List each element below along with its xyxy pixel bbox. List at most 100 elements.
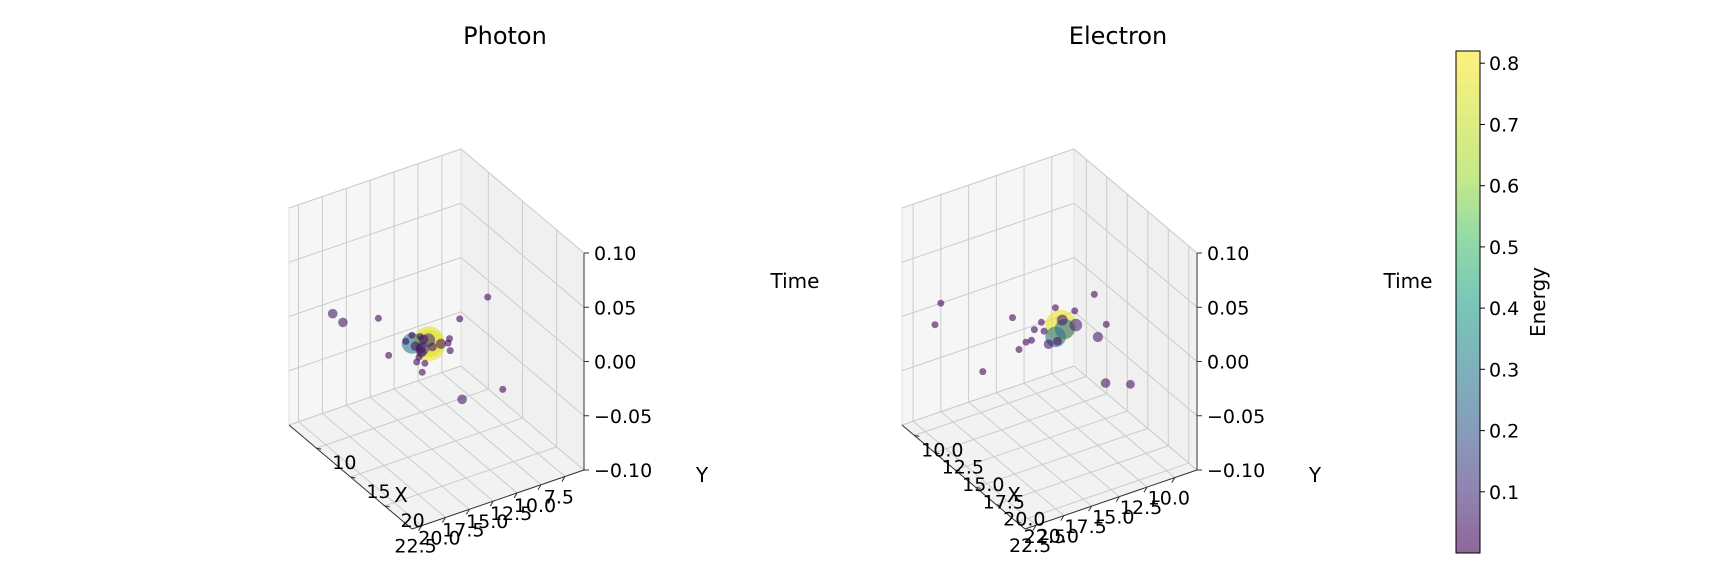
photon-3d-axes: Photon 7.510.012.515.017.520.022.5 10 15 2… xyxy=(288,22,820,558)
scatter-point xyxy=(1053,336,1062,346)
scatter-point xyxy=(1022,338,1030,346)
y-tick-label: 17.5 xyxy=(983,491,1025,513)
scatter-point xyxy=(1126,379,1135,389)
x-axis-label: X xyxy=(394,483,408,507)
colorbar-tick-label: 0.1 xyxy=(1489,482,1519,504)
scatter-point xyxy=(1069,318,1083,332)
z-tick-labels: −0.10 −0.05 0.00 0.05 0.10 xyxy=(594,243,652,482)
scatter-points xyxy=(931,290,1135,389)
x-tick-label: 15.0 xyxy=(1092,507,1134,529)
scatter-point xyxy=(338,317,348,328)
colorbar-tick-label: 0.7 xyxy=(1489,115,1519,137)
scatter-point xyxy=(446,335,453,343)
z-tick-label: −0.05 xyxy=(594,406,652,428)
y-tick-label: 12.5 xyxy=(942,457,984,479)
y-tick-label: 20 xyxy=(401,510,425,532)
scatter-point xyxy=(408,331,416,339)
panel-title: Electron xyxy=(1069,22,1167,50)
scatter-point xyxy=(1037,318,1045,326)
scatter-point xyxy=(428,342,437,352)
colorbar-tick-label: 0.8 xyxy=(1489,53,1519,75)
scatter-point xyxy=(402,337,410,345)
y-tick-label: 10.0 xyxy=(921,439,963,461)
scatter-point xyxy=(1015,346,1023,353)
x-tick-label: 10.0 xyxy=(514,495,556,517)
colorbar-tick-label: 0.2 xyxy=(1489,421,1519,443)
scatter-point xyxy=(418,368,426,376)
y-tick-label: 15 xyxy=(366,481,390,503)
z-tick-label: −0.05 xyxy=(1207,406,1265,428)
scatter-point xyxy=(327,308,338,319)
y-tick-label: 10 xyxy=(332,452,356,474)
scatter-point xyxy=(385,351,393,359)
x-tick-labels: 7.510.012.515.017.520.022.5 xyxy=(394,487,574,558)
z-axis-label: Time xyxy=(770,269,820,293)
panel-title: Photon xyxy=(463,22,547,50)
z-tick-label: −0.10 xyxy=(1207,460,1265,482)
x-tick-label: 17.5 xyxy=(442,519,484,541)
axes-panes xyxy=(901,147,1202,531)
scatter-point xyxy=(457,394,467,405)
scatter-point xyxy=(1071,307,1079,315)
scatter-point xyxy=(979,368,987,376)
x-tick-label: 17.5 xyxy=(1064,516,1106,538)
colorbar-tick-label: 0.5 xyxy=(1489,237,1519,259)
z-tick-label: 0.05 xyxy=(1207,297,1249,319)
scatter-point xyxy=(1056,314,1068,326)
scatter-point xyxy=(937,299,945,307)
scatter-point xyxy=(410,341,421,352)
scatter-point xyxy=(1092,331,1103,343)
colorbar-ticks: 0.1 0.2 0.3 0.4 0.5 0.6 0.7 0.8 xyxy=(1480,53,1519,504)
x-tick-label: 10.0 xyxy=(1148,488,1190,510)
x-axis-label: X xyxy=(1007,483,1021,507)
scatter-point xyxy=(1090,290,1098,298)
scatter-point xyxy=(1030,326,1038,334)
colorbar: 0.1 0.2 0.3 0.4 0.5 0.6 0.7 0.8 Energy xyxy=(1455,50,1550,554)
colorbar-gradient xyxy=(1455,50,1481,554)
scatter-point xyxy=(456,315,464,323)
y-axis-label: Y xyxy=(1308,463,1322,487)
colorbar-tick-label: 0.6 xyxy=(1489,176,1519,198)
y-axis-label: Y xyxy=(695,463,709,487)
x-tick-label: 12.5 xyxy=(1120,497,1162,519)
scatter-point xyxy=(499,385,507,393)
z-tick-label: 0.00 xyxy=(1207,352,1249,374)
z-tick-label: 0.10 xyxy=(1207,243,1249,265)
y-tick-label: 15.0 xyxy=(962,474,1004,496)
z-tick-label: −0.10 xyxy=(594,460,652,482)
scatter-point xyxy=(374,314,382,322)
x-tick-label: 7.5 xyxy=(544,487,574,509)
scatter-point xyxy=(1043,339,1054,350)
colorbar-label: Energy xyxy=(1526,267,1550,337)
y-tick-label: 20.0 xyxy=(1003,509,1045,531)
z-tick-label: 0.10 xyxy=(594,243,636,265)
x-tick-label: 15.0 xyxy=(466,511,508,533)
electron-3d-axes: Electron 10.012.515.017.520.022.5 10.012… xyxy=(901,22,1433,558)
scatter-point xyxy=(1028,336,1035,344)
scatter-point xyxy=(416,333,424,340)
z-tick-label: 0.00 xyxy=(594,352,636,374)
z-axis-label: Time xyxy=(1383,269,1433,293)
y-tick-labels: 10 15 20 xyxy=(332,452,425,532)
x-tick-labels: 10.012.515.017.520.022.5 xyxy=(1009,488,1190,558)
x-tick-label: 22.5 xyxy=(1009,535,1051,557)
z-tick-labels: −0.10 −0.05 0.00 0.05 0.10 xyxy=(1207,243,1265,482)
scatter-point xyxy=(1040,327,1048,335)
x-tick-label: 12.5 xyxy=(490,503,532,525)
scatter-point xyxy=(1009,314,1016,322)
axes-panes xyxy=(288,147,589,531)
scatter-point xyxy=(1102,320,1110,328)
scatter-point xyxy=(1100,378,1111,388)
y-tick-label: 22.5 xyxy=(1024,526,1066,548)
x-tick-label: 22.5 xyxy=(394,536,436,558)
x-tick-label: 20.0 xyxy=(1037,526,1079,548)
colorbar-tick-label: 0.3 xyxy=(1489,359,1519,381)
y-tick-labels: 10.012.515.017.520.022.5 xyxy=(921,439,1066,548)
x-tick-label: 20.0 xyxy=(418,528,460,550)
scatter-points xyxy=(327,293,507,405)
scatter-point xyxy=(446,347,454,355)
scatter-point xyxy=(931,321,939,329)
scatter-point xyxy=(1051,304,1059,312)
colorbar-tick-label: 0.4 xyxy=(1489,298,1519,320)
